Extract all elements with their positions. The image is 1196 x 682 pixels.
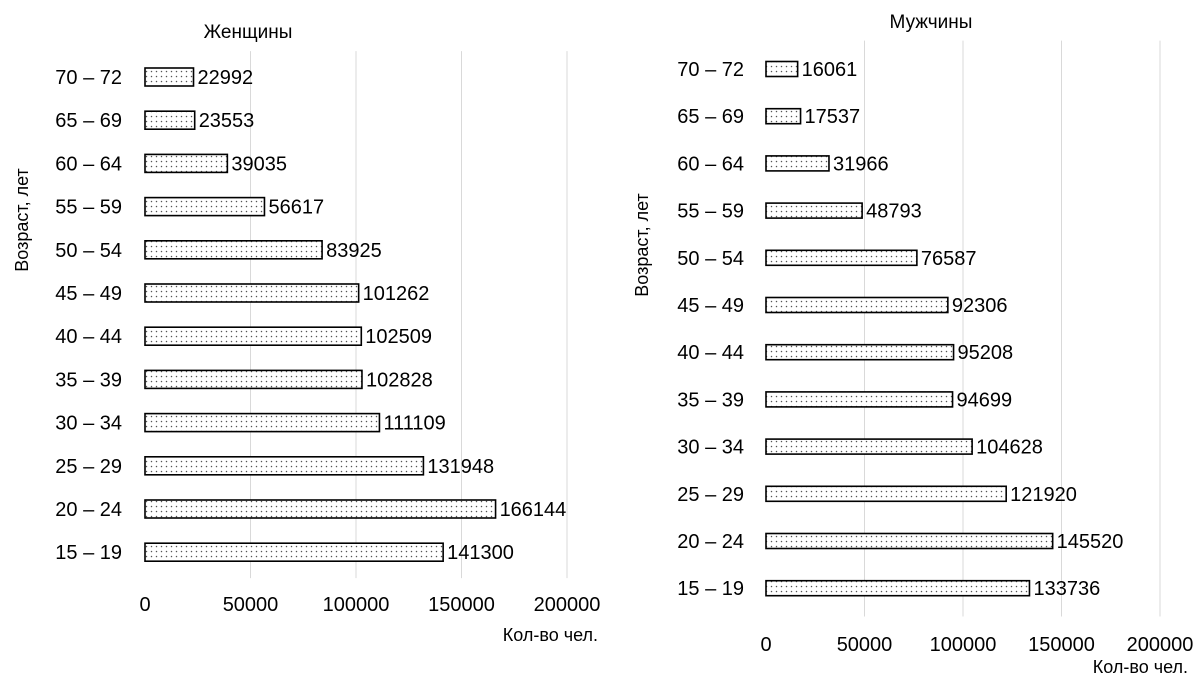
chart-1-bar bbox=[765, 485, 1007, 503]
chart-0-data-label: 111109 bbox=[383, 413, 445, 435]
chart-0-category-label: 55 – 59 bbox=[55, 197, 122, 219]
chart-1-data-label: 104628 bbox=[976, 437, 1043, 459]
chart-0-category-label: 30 – 34 bbox=[55, 413, 122, 435]
chart-0-category-label: 20 – 24 bbox=[55, 499, 122, 521]
chart-0-x-axis-title: Кол-во чел. bbox=[503, 625, 598, 645]
chart-1-category-label: 40 – 44 bbox=[677, 342, 744, 364]
chart-0-bar bbox=[144, 67, 195, 87]
chart-1-tick-label: 100000 bbox=[930, 634, 997, 656]
chart-0-title: Женщины bbox=[204, 22, 293, 43]
chart-1-bar bbox=[765, 579, 1031, 597]
chart-1-category-label: 15 – 19 bbox=[677, 578, 744, 600]
chart-0-bar bbox=[144, 153, 229, 174]
chart-1-x-axis-title: Кол-во чел. bbox=[1093, 657, 1188, 677]
chart-0-y-axis-title: Возраст, лет bbox=[12, 168, 32, 272]
chart-0-category-label: 25 – 29 bbox=[55, 456, 122, 478]
chart-0-tick-label: 50000 bbox=[223, 594, 279, 616]
chart-1-data-label: 16061 bbox=[802, 59, 858, 81]
chart-0-bar bbox=[144, 110, 196, 130]
chart-0-tick-label: 100000 bbox=[323, 594, 390, 616]
chart-1-bar bbox=[765, 296, 949, 314]
chart-0-data-label: 102509 bbox=[365, 326, 432, 348]
chart-1-bar bbox=[765, 438, 973, 455]
chart-0-bar bbox=[144, 499, 497, 519]
chart-0-data-label: 22992 bbox=[198, 67, 254, 89]
chart-1-category-label: 65 – 69 bbox=[677, 106, 744, 128]
chart-1-data-label: 94699 bbox=[957, 389, 1013, 411]
chart-0-data-label: 101262 bbox=[363, 283, 430, 305]
chart-1-data-label: 92306 bbox=[952, 295, 1008, 317]
chart-0-data-label: 83925 bbox=[326, 240, 382, 262]
chart-0-category-label: 60 – 64 bbox=[55, 153, 122, 175]
chart-0-data-label: 23553 bbox=[199, 110, 255, 132]
chart-0-bar bbox=[144, 369, 363, 390]
chart-1-bar bbox=[765, 391, 954, 408]
chart-0-bar bbox=[144, 542, 444, 563]
chart-0-bar bbox=[144, 326, 363, 347]
chart-0-category-label: 15 – 19 bbox=[55, 542, 122, 564]
chart-1-data-label: 76587 bbox=[921, 248, 977, 270]
chart-1: Мужчины 0 50000 100000 150000 200000 70 – 72 16… bbox=[632, 12, 1193, 677]
chart-0-data-label: 56617 bbox=[268, 197, 324, 219]
chart-0-data-label: 131948 bbox=[427, 456, 494, 478]
chart-1-category-label: 45 – 49 bbox=[677, 295, 744, 317]
chart-1-category-label: 35 – 39 bbox=[677, 389, 744, 411]
chart-1-data-label: 95208 bbox=[958, 342, 1014, 364]
chart-1-bar bbox=[765, 202, 863, 219]
chart-0-bar bbox=[144, 455, 425, 476]
chart-0-bar bbox=[144, 196, 266, 217]
chart-1-category-label: 50 – 54 bbox=[677, 248, 744, 270]
chart-0-data-label: 39035 bbox=[231, 153, 287, 175]
chart-1-y-axis-title: Возраст, лет bbox=[632, 193, 652, 297]
chart-1-category-label: 55 – 59 bbox=[677, 201, 744, 223]
chart-1-bar bbox=[765, 249, 918, 267]
chart-1-data-label: 17537 bbox=[805, 106, 861, 128]
chart-1-bar bbox=[765, 532, 1054, 550]
chart-0-bar bbox=[144, 412, 381, 433]
chart-1-category-label: 70 – 72 bbox=[677, 59, 744, 81]
chart-0-tick-label: 150000 bbox=[428, 594, 495, 616]
chart-1-category-label: 30 – 34 bbox=[677, 437, 744, 459]
chart-1-bar bbox=[765, 343, 955, 361]
chart-0-bar bbox=[144, 240, 323, 260]
chart-1-tick-label: 0 bbox=[760, 634, 771, 656]
chart-1-bar bbox=[765, 60, 799, 78]
chart-1-data-label: 48793 bbox=[866, 201, 922, 223]
chart-0-bar bbox=[144, 283, 360, 303]
chart-0-tick-label: 200000 bbox=[534, 594, 601, 616]
chart-1-category-label: 25 – 29 bbox=[677, 484, 744, 506]
chart-0-data-label: 141300 bbox=[447, 542, 514, 564]
chart-1-category-label: 20 – 24 bbox=[677, 531, 744, 553]
chart-1-bar bbox=[765, 155, 830, 172]
chart-1-data-label: 121920 bbox=[1010, 484, 1077, 506]
chart-0-tick-label: 0 bbox=[139, 594, 150, 616]
chart-1-title: Мужчины bbox=[890, 12, 973, 33]
chart-1-tick-label: 150000 bbox=[1028, 634, 1095, 656]
chart-1-data-label: 145520 bbox=[1057, 531, 1124, 553]
chart-1-bar bbox=[765, 107, 802, 125]
chart-0-category-label: 45 – 49 bbox=[55, 283, 122, 305]
chart-0-category-label: 50 – 54 bbox=[55, 240, 122, 262]
chart-0-data-label: 102828 bbox=[366, 369, 433, 391]
chart-0-category-label: 65 – 69 bbox=[55, 110, 122, 132]
chart-1-data-label: 31966 bbox=[833, 153, 889, 175]
chart-0-category-label: 70 – 72 bbox=[55, 67, 122, 89]
chart-0-data-label: 166144 bbox=[500, 499, 567, 521]
chart-0: Женщины 0 50000 100000 150000 200000 70 – 72 22… bbox=[12, 22, 600, 645]
chart-1-tick-label: 200000 bbox=[1127, 634, 1194, 656]
chart-0-category-label: 40 – 44 bbox=[55, 326, 122, 348]
chart-1-tick-label: 50000 bbox=[837, 634, 893, 656]
chart-1-data-label: 133736 bbox=[1033, 578, 1100, 600]
chart-1-category-label: 60 – 64 bbox=[677, 153, 744, 175]
chart-0-category-label: 35 – 39 bbox=[55, 369, 122, 391]
